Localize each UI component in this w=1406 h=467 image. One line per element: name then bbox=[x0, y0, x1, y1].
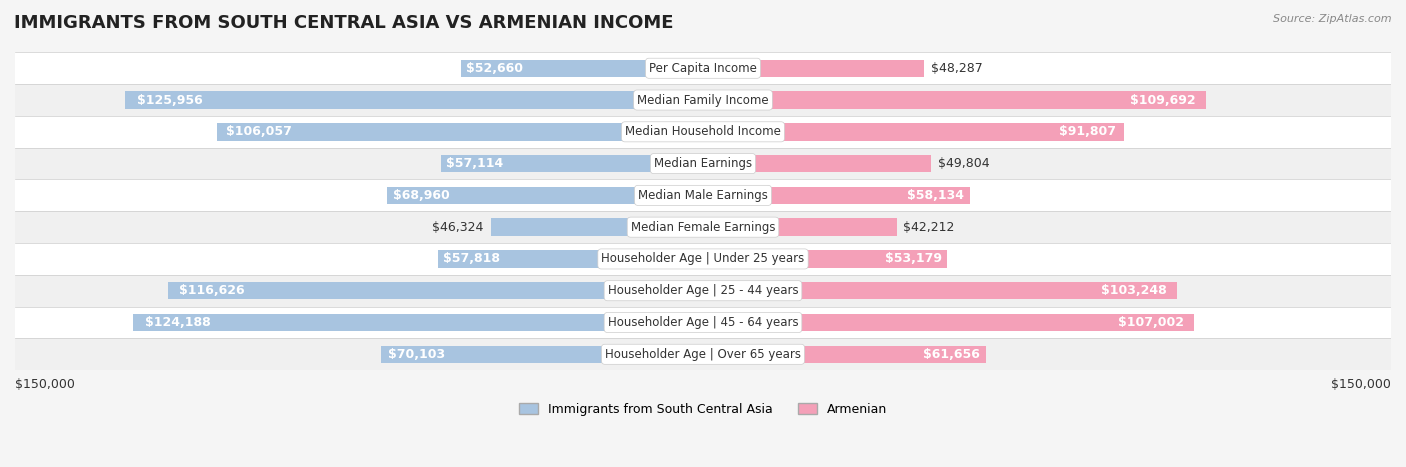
Bar bbox=[169, 282, 703, 299]
Text: $42,212: $42,212 bbox=[904, 221, 955, 234]
Text: IMMIGRANTS FROM SOUTH CENTRAL ASIA VS ARMENIAN INCOME: IMMIGRANTS FROM SOUTH CENTRAL ASIA VS AR… bbox=[14, 14, 673, 32]
Bar bbox=[703, 346, 986, 363]
Bar bbox=[703, 314, 1194, 331]
Text: Householder Age | Under 25 years: Householder Age | Under 25 years bbox=[602, 253, 804, 265]
Bar bbox=[134, 314, 703, 331]
Text: Householder Age | 25 - 44 years: Householder Age | 25 - 44 years bbox=[607, 284, 799, 297]
Text: $106,057: $106,057 bbox=[226, 125, 292, 138]
Text: $150,000: $150,000 bbox=[15, 378, 75, 391]
Text: $109,692: $109,692 bbox=[1130, 93, 1197, 106]
Bar bbox=[441, 155, 703, 172]
Text: $124,188: $124,188 bbox=[145, 316, 211, 329]
Text: $116,626: $116,626 bbox=[179, 284, 245, 297]
Bar bbox=[15, 84, 1391, 116]
Text: $91,807: $91,807 bbox=[1059, 125, 1116, 138]
Text: $53,179: $53,179 bbox=[884, 253, 942, 265]
Bar bbox=[15, 52, 1391, 84]
Bar bbox=[381, 346, 703, 363]
Bar bbox=[15, 307, 1391, 339]
Bar bbox=[703, 155, 931, 172]
Text: $57,818: $57,818 bbox=[443, 253, 501, 265]
Bar bbox=[703, 219, 897, 236]
Text: Source: ZipAtlas.com: Source: ZipAtlas.com bbox=[1274, 14, 1392, 24]
Text: $58,134: $58,134 bbox=[907, 189, 965, 202]
Bar bbox=[437, 250, 703, 268]
Text: Median Family Income: Median Family Income bbox=[637, 93, 769, 106]
Bar bbox=[15, 243, 1391, 275]
Bar bbox=[703, 91, 1206, 109]
Text: $46,324: $46,324 bbox=[432, 221, 484, 234]
Text: $61,656: $61,656 bbox=[924, 348, 980, 361]
Text: Median Household Income: Median Household Income bbox=[626, 125, 780, 138]
Text: $125,956: $125,956 bbox=[136, 93, 202, 106]
Bar bbox=[15, 275, 1391, 307]
Text: Median Male Earnings: Median Male Earnings bbox=[638, 189, 768, 202]
Bar bbox=[491, 219, 703, 236]
Text: $49,804: $49,804 bbox=[938, 157, 990, 170]
Bar bbox=[217, 123, 703, 141]
Bar bbox=[15, 339, 1391, 370]
Bar bbox=[125, 91, 703, 109]
Text: $48,287: $48,287 bbox=[931, 62, 983, 75]
Bar bbox=[703, 187, 970, 204]
Bar bbox=[703, 123, 1123, 141]
Text: $103,248: $103,248 bbox=[1101, 284, 1167, 297]
Text: Householder Age | Over 65 years: Householder Age | Over 65 years bbox=[605, 348, 801, 361]
Text: Householder Age | 45 - 64 years: Householder Age | 45 - 64 years bbox=[607, 316, 799, 329]
Bar bbox=[15, 148, 1391, 179]
Text: $70,103: $70,103 bbox=[388, 348, 446, 361]
Text: Median Female Earnings: Median Female Earnings bbox=[631, 221, 775, 234]
Bar bbox=[703, 282, 1177, 299]
Bar bbox=[387, 187, 703, 204]
Text: $107,002: $107,002 bbox=[1118, 316, 1184, 329]
Text: $68,960: $68,960 bbox=[394, 189, 450, 202]
Text: $57,114: $57,114 bbox=[446, 157, 503, 170]
Bar bbox=[15, 179, 1391, 211]
Text: Median Earnings: Median Earnings bbox=[654, 157, 752, 170]
Bar bbox=[15, 211, 1391, 243]
Text: $150,000: $150,000 bbox=[1331, 378, 1391, 391]
Bar bbox=[461, 59, 703, 77]
Text: $52,660: $52,660 bbox=[467, 62, 523, 75]
Bar bbox=[703, 59, 925, 77]
Legend: Immigrants from South Central Asia, Armenian: Immigrants from South Central Asia, Arme… bbox=[515, 398, 891, 421]
Bar bbox=[15, 116, 1391, 148]
Text: Per Capita Income: Per Capita Income bbox=[650, 62, 756, 75]
Bar bbox=[703, 250, 946, 268]
